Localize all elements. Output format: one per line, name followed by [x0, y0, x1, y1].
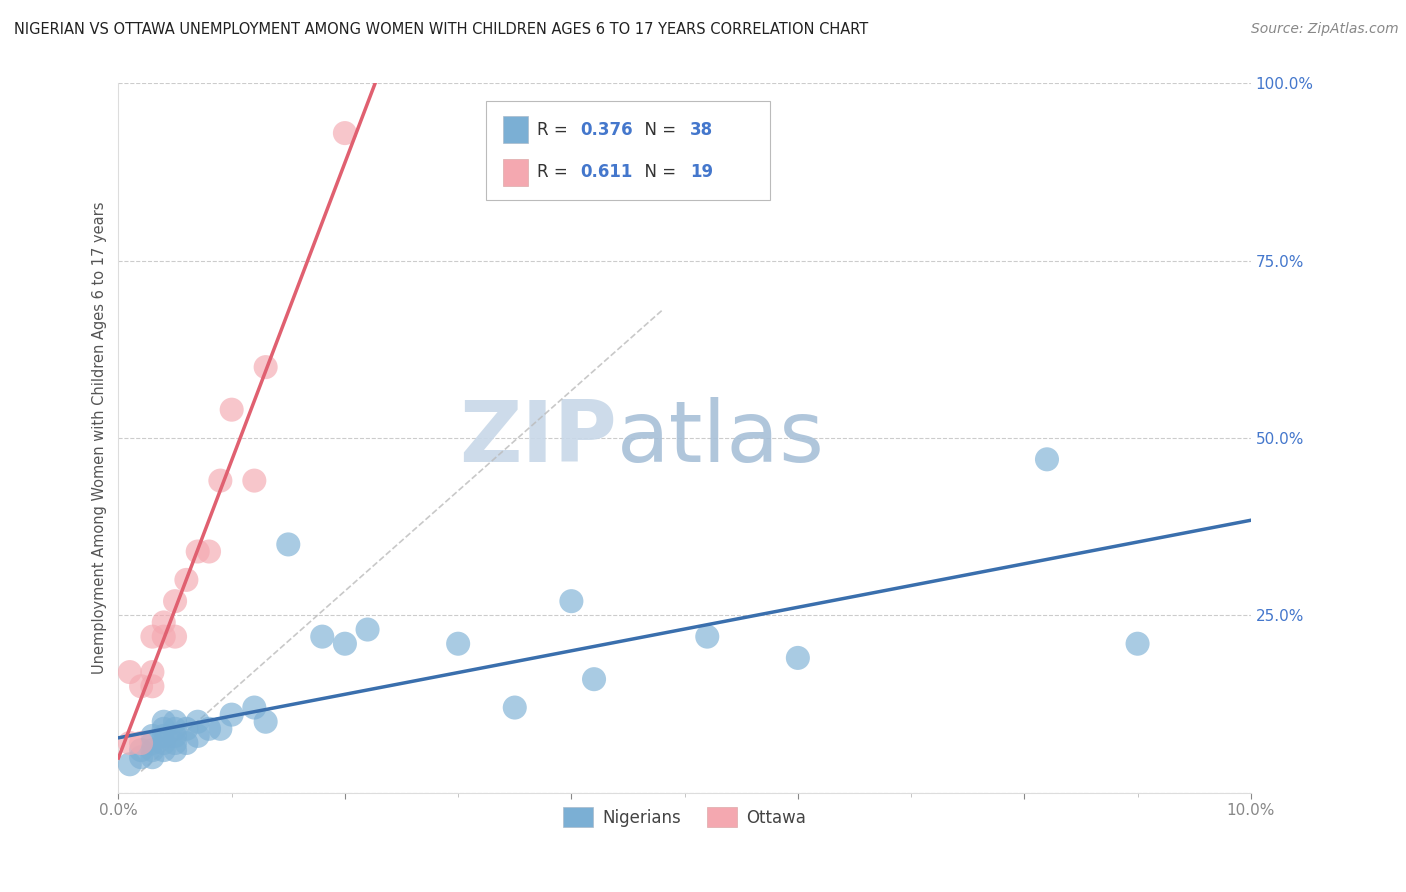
Point [165, 722, 187, 736]
Point [696, 630, 718, 644]
Point [187, 544, 209, 558]
Point [198, 544, 221, 558]
Point [503, 700, 526, 714]
Point [560, 594, 582, 608]
Point [129, 750, 152, 764]
Text: N =: N = [634, 163, 681, 181]
Point [356, 623, 378, 637]
Point [277, 537, 299, 551]
Point [311, 630, 333, 644]
Text: 0.611: 0.611 [581, 163, 633, 181]
Point [152, 722, 174, 736]
Point [176, 573, 198, 587]
Text: R =: R = [537, 120, 574, 138]
Y-axis label: Unemployment Among Women with Children Ages 6 to 17 years: Unemployment Among Women with Children A… [93, 202, 107, 674]
Point [152, 615, 174, 630]
Legend: Nigerians, Ottawa: Nigerians, Ottawa [557, 800, 813, 834]
Text: N =: N = [634, 120, 681, 138]
Point [1126, 637, 1149, 651]
Point [152, 630, 174, 644]
Point [209, 722, 232, 736]
Point [187, 729, 209, 743]
Point [129, 736, 152, 750]
Point [447, 637, 470, 651]
Point [176, 722, 198, 736]
Point [243, 700, 266, 714]
Point [129, 679, 152, 693]
Text: 0.376: 0.376 [581, 120, 633, 138]
Point [141, 729, 163, 743]
Point [141, 743, 163, 757]
Point [118, 665, 141, 679]
Point [152, 743, 174, 757]
FancyBboxPatch shape [486, 101, 769, 201]
Point [118, 757, 141, 772]
Point [141, 750, 163, 764]
Point [333, 126, 356, 140]
Text: 19: 19 [690, 163, 713, 181]
Text: Source: ZipAtlas.com: Source: ZipAtlas.com [1251, 22, 1399, 37]
FancyBboxPatch shape [503, 159, 529, 186]
Point [243, 474, 266, 488]
Point [165, 594, 187, 608]
Point [254, 360, 277, 375]
Point [187, 714, 209, 729]
Point [152, 736, 174, 750]
Point [209, 474, 232, 488]
Point [583, 672, 606, 686]
Point [141, 630, 163, 644]
Point [221, 707, 243, 722]
Text: ZIP: ZIP [458, 397, 617, 480]
Text: atlas: atlas [617, 397, 825, 480]
Point [333, 637, 356, 651]
Point [118, 736, 141, 750]
Point [165, 736, 187, 750]
Text: NIGERIAN VS OTTAWA UNEMPLOYMENT AMONG WOMEN WITH CHILDREN AGES 6 TO 17 YEARS COR: NIGERIAN VS OTTAWA UNEMPLOYMENT AMONG WO… [14, 22, 869, 37]
Point [141, 736, 163, 750]
Point [152, 714, 174, 729]
Point [165, 729, 187, 743]
Point [221, 402, 243, 417]
Point [152, 729, 174, 743]
Point [141, 679, 163, 693]
Point [165, 743, 187, 757]
Point [129, 743, 152, 757]
Text: 38: 38 [690, 120, 713, 138]
Point [141, 665, 163, 679]
Point [176, 736, 198, 750]
Point [1036, 452, 1059, 467]
Point [165, 630, 187, 644]
Point [198, 722, 221, 736]
Point [254, 714, 277, 729]
FancyBboxPatch shape [503, 116, 529, 143]
Point [786, 651, 808, 665]
Text: R =: R = [537, 163, 574, 181]
Point [165, 714, 187, 729]
